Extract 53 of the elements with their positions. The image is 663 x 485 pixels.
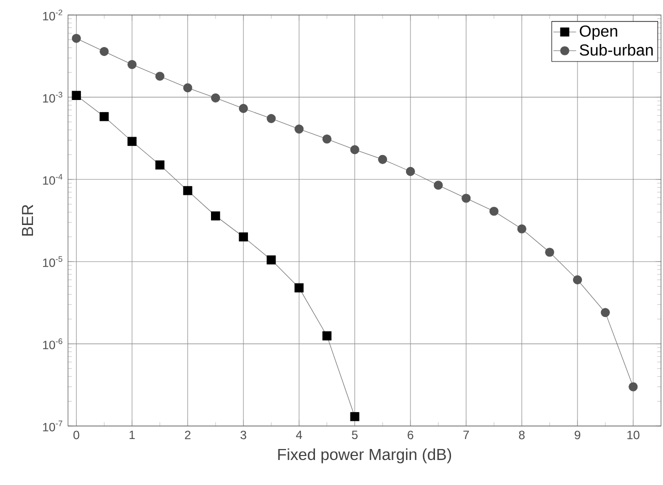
point bbox=[128, 60, 137, 70]
point bbox=[350, 412, 360, 422]
y-tick-label: 10$^{-5}$ bbox=[43, 256, 62, 267]
point bbox=[294, 283, 304, 292]
point bbox=[462, 194, 471, 203]
point bbox=[155, 72, 164, 81]
point bbox=[322, 331, 332, 340]
point bbox=[211, 211, 220, 220]
point bbox=[378, 154, 388, 164]
x-tick-label: 0 bbox=[73, 430, 80, 440]
x-tick-label: 2 bbox=[184, 430, 190, 440]
y-tick-label: 10$^{-6}$ bbox=[43, 338, 62, 350]
point bbox=[628, 382, 638, 392]
point bbox=[545, 248, 554, 257]
point bbox=[238, 104, 248, 113]
point bbox=[294, 124, 304, 134]
legend-label: Open bbox=[580, 25, 618, 40]
x-tick-label: 6 bbox=[408, 430, 414, 440]
point bbox=[100, 112, 109, 122]
x-tick-label: 4 bbox=[296, 430, 302, 439]
x-tick-label: 9 bbox=[574, 430, 580, 440]
point bbox=[266, 255, 276, 264]
point bbox=[434, 180, 443, 190]
legend-label: Sub-urban bbox=[580, 44, 653, 56]
x-tick-label: 1 bbox=[130, 430, 135, 439]
y-axis-title: BER bbox=[22, 204, 34, 236]
point bbox=[600, 308, 610, 318]
point bbox=[155, 160, 164, 170]
x-tick-label: 5 bbox=[352, 430, 358, 440]
x-tick-label: 3 bbox=[240, 430, 246, 440]
point bbox=[350, 145, 360, 154]
point bbox=[572, 275, 582, 284]
point bbox=[183, 186, 192, 196]
point bbox=[406, 166, 415, 176]
y-tick-label: 10$^{-2}$ bbox=[43, 10, 62, 20]
point bbox=[183, 83, 192, 92]
point bbox=[489, 206, 499, 216]
point bbox=[100, 46, 109, 56]
x-tick-label: 8 bbox=[518, 430, 525, 440]
point bbox=[266, 114, 276, 124]
point bbox=[517, 224, 526, 234]
x-axis-title: Fixed power Margin (dB) bbox=[278, 448, 452, 464]
y-tick-label: 10$^{-3}$ bbox=[43, 92, 62, 103]
point bbox=[128, 136, 137, 146]
y-tick-label: 10$^{-4}$ bbox=[43, 174, 62, 185]
y-tick-label: 10$^{-7}$ bbox=[43, 420, 62, 432]
x-tick-label: 7 bbox=[463, 430, 469, 439]
x-tick-label: 10 bbox=[627, 430, 640, 440]
point bbox=[72, 90, 81, 100]
point bbox=[238, 232, 248, 242]
point bbox=[211, 93, 220, 102]
point bbox=[72, 34, 81, 43]
point bbox=[322, 134, 332, 144]
